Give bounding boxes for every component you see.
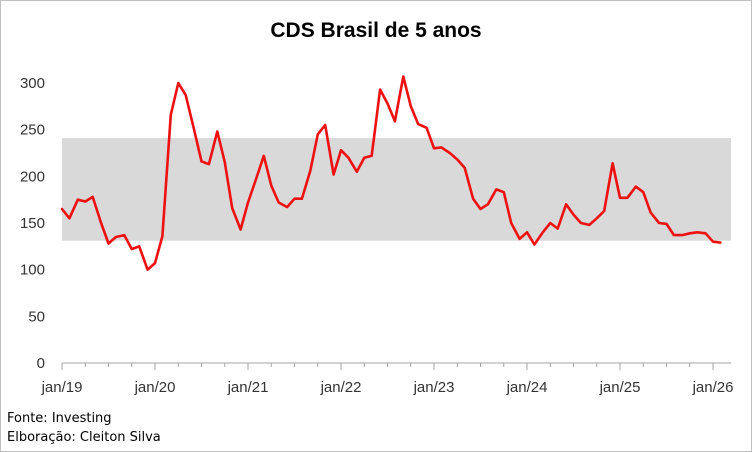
y-tick-label: 100 [20, 262, 45, 279]
x-tick-label: jan/25 [599, 379, 641, 396]
x-tick-label: jan/22 [320, 379, 362, 396]
cds-series-line [60, 75, 722, 272]
x-tick-label: jan/21 [227, 379, 269, 396]
x-tick-label: jan/24 [506, 379, 548, 396]
y-tick-label: 150 [20, 215, 45, 232]
x-tick-label: jan/19 [41, 379, 83, 396]
y-tick-label: 200 [20, 168, 45, 185]
author-note: Elboração: Cleiton Silva [7, 430, 161, 445]
y-tick-label: 300 [20, 75, 45, 92]
x-tick-label: jan/20 [134, 379, 176, 396]
y-tick-label: 50 [28, 308, 45, 325]
x-tick-label: jan/26 [692, 379, 734, 396]
x-tick-label: jan/23 [413, 379, 455, 396]
chart-title: CDS Brasil de 5 anos [270, 19, 482, 42]
y-tick-label: 0 [37, 355, 45, 372]
y-tick-label: 250 [20, 122, 45, 139]
source-note: Fonte: Investing [7, 411, 112, 426]
